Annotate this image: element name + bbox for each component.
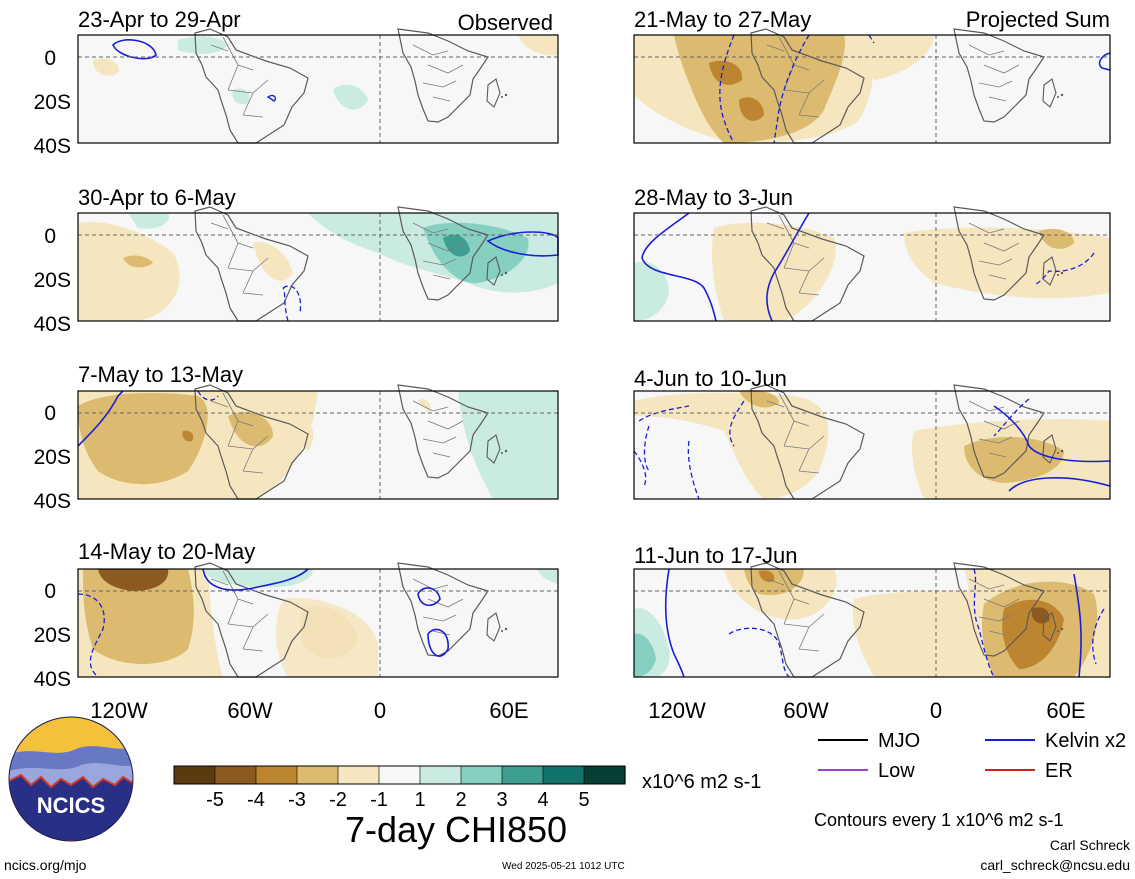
colorbar-tick-label: 4 <box>537 789 548 811</box>
column-header-observed: Observed <box>458 10 553 35</box>
panel-title-observed-2: 30-Apr to 6-May <box>78 185 236 210</box>
legend-label-mjo: MJO <box>878 730 920 752</box>
colorbar-tick-label: -4 <box>247 789 265 811</box>
wave-contours <box>719 34 1111 144</box>
legend-label-er: ER <box>1045 760 1073 782</box>
lat-label-40s: 40S <box>34 668 71 691</box>
colorbar-tick-label: 3 <box>496 789 507 811</box>
footer-email[interactable]: carl_schreck@ncsu.edu <box>980 857 1130 873</box>
colorbar-swatch <box>583 765 626 785</box>
wave-contours <box>664 568 1105 678</box>
lat-label-0: 0 <box>44 580 56 603</box>
lon-label-60e: 60E <box>489 698 528 723</box>
wave-contours <box>77 568 449 678</box>
footer-site-link[interactable]: ncics.org/mjo <box>4 857 87 873</box>
panel-title-projected-1: 21-May to 27-May <box>634 7 811 32</box>
colorbar: -5 -4 -3 -2 -1 1 2 3 4 5 x10^6 m2 s-1 7-day CHI85… <box>173 765 761 850</box>
chi850-shading <box>93 35 558 110</box>
colorbar-swatches <box>173 765 626 785</box>
colorbar-swatch <box>542 765 585 785</box>
contour-interval-note: Contours every 1 x10^6 m2 s-1 <box>814 810 1064 830</box>
colorbar-swatch <box>460 765 503 785</box>
lon-label-60w: 60W <box>783 698 828 723</box>
colorbar-swatch <box>255 765 298 785</box>
colorbar-tick-label: -2 <box>329 789 347 811</box>
lat-label-0: 0 <box>44 47 56 70</box>
chi850-shading <box>78 391 558 499</box>
chi850-shading <box>78 213 558 321</box>
map-panel-observed-3 <box>77 384 559 500</box>
colorbar-swatch <box>173 765 216 785</box>
map-panel-projected-2 <box>633 206 1111 322</box>
panel-title-observed-4: 14-May to 20-May <box>78 539 255 564</box>
lat-label-0: 0 <box>44 225 56 248</box>
colorbar-tick-labels: -5 -4 -3 -2 -1 1 2 3 4 5 <box>206 789 589 811</box>
colorbar-swatch <box>378 765 421 785</box>
colorbar-swatch <box>214 765 257 785</box>
legend-label-low: Low <box>878 760 915 782</box>
lon-label-60e: 60E <box>1046 698 1085 723</box>
logo-text: NCICS <box>37 793 105 818</box>
panel-title-observed-3: 7-May to 13-May <box>78 362 243 387</box>
lon-label-120w: 120W <box>90 698 148 723</box>
ncics-logo: NCICS <box>8 716 134 842</box>
contour-legend: MJO Kelvin x2 Low ER Contours every 1 x1… <box>814 730 1126 830</box>
colorbar-units: x10^6 m2 s-1 <box>642 771 761 793</box>
colorbar-swatch <box>501 765 544 785</box>
panel-title-projected-4: 11-Jun to 17-Jun <box>634 543 797 568</box>
chi850-shading <box>634 222 1110 321</box>
colorbar-tick-label: -3 <box>288 789 306 811</box>
colorbar-title: 7-day CHI850 <box>345 809 567 850</box>
colorbar-tick-label: -1 <box>370 789 388 811</box>
lat-label-20s: 20S <box>34 91 71 114</box>
colorbar-tick-label: 1 <box>414 789 425 811</box>
panel-title-projected-2: 28-May to 3-Jun <box>634 185 793 210</box>
chi850-shading <box>634 390 1110 499</box>
colorbar-tick-label: 5 <box>578 789 589 811</box>
panel-title-projected-3: 4-Jun to 10-Jun <box>634 366 787 391</box>
lat-label-20s: 20S <box>34 624 71 647</box>
lat-label-20s: 20S <box>34 446 71 469</box>
colorbar-swatch <box>419 765 462 785</box>
legend-label-kelvin: Kelvin x2 <box>1045 730 1126 752</box>
chi850-shading <box>78 569 558 677</box>
map-panel-observed-1 <box>77 28 559 144</box>
colorbar-swatch <box>337 765 380 785</box>
chi850-shading <box>634 35 934 143</box>
lon-label-0: 0 <box>930 698 942 723</box>
lat-label-0: 0 <box>44 402 56 425</box>
column-header-projected: Projected Sum <box>966 7 1110 32</box>
panel-title-observed-1: 23-Apr to 29-Apr <box>78 7 241 32</box>
map-panel-projected-4 <box>633 562 1111 678</box>
lon-label-60w: 60W <box>227 698 272 723</box>
lon-label-0: 0 <box>374 698 386 723</box>
colorbar-tick-label: 2 <box>455 789 466 811</box>
footer-author: Carl Schreck <box>1050 837 1131 853</box>
map-panel-projected-1 <box>633 28 1111 144</box>
lat-label-40s: 40S <box>34 313 71 336</box>
colorbar-tick-label: -5 <box>206 789 224 811</box>
map-panel-observed-2 <box>77 206 559 322</box>
map-panel-observed-4 <box>77 562 559 678</box>
lat-label-20s: 20S <box>34 269 71 292</box>
lat-label-40s: 40S <box>34 490 71 513</box>
lat-label-40s: 40S <box>34 135 71 158</box>
wave-contours <box>633 398 1111 500</box>
footer-timestamp: Wed 2025-05-21 1012 UTC <box>502 861 625 872</box>
wave-contours <box>77 390 219 447</box>
wave-contours <box>112 39 277 102</box>
map-panel-projected-3 <box>633 384 1111 500</box>
colorbar-swatch <box>296 765 339 785</box>
lon-label-120w: 120W <box>648 698 706 723</box>
